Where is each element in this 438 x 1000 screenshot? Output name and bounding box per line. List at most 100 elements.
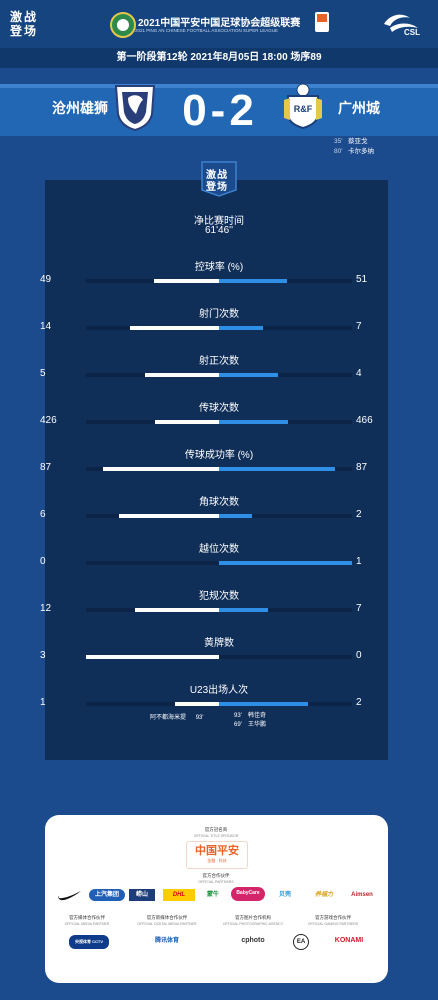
gaming-partner-label-cn: 官方游戏合作伙伴: [315, 915, 351, 920]
partner-logo-dhl: DHL: [163, 889, 195, 901]
stat-label: 越位次数: [199, 544, 239, 555]
stat-label: 射门次数: [199, 309, 239, 320]
home-team-crest-icon: [114, 85, 156, 132]
away-stat-value: 7: [356, 321, 362, 332]
title-sponsor-name: 中国平安: [195, 845, 239, 857]
away-stat-bar: [219, 514, 252, 518]
digital-partner-label-en: OFFICIAL DIGITAL MEDIA PARTNER: [137, 922, 197, 926]
home-stat-value: 12: [40, 603, 52, 614]
away-team-name: 广州城: [338, 100, 380, 116]
panel-logo-icon: [201, 161, 237, 197]
u23-player-minute: 93': [234, 713, 242, 719]
home-stat-bar: [135, 608, 219, 612]
scorer-minute: 35': [334, 138, 343, 145]
konami-logo: KONAMI: [334, 937, 364, 944]
stat-label: 传球成功率 (%): [184, 450, 254, 461]
away-stat-value: 87: [356, 462, 368, 473]
home-stat-value: 49: [40, 274, 52, 285]
home-stat-value: 0: [40, 556, 46, 567]
scorer-name: 卡尔多纳: [348, 148, 374, 155]
stat-label: 黄牌数: [204, 638, 234, 649]
away-stat-value: 4: [356, 368, 362, 379]
partners-label-cn: 官方合作伙伴: [202, 873, 230, 878]
title-sponsor-label-en: OFFICIAL TITLE SPONSOR: [193, 834, 239, 838]
scorer-row: 80' 卡尔多纳: [334, 147, 374, 157]
cphoto-logo: cphoto: [241, 937, 265, 944]
away-stat-value: 1: [356, 556, 362, 567]
gaming-partner-label-en: OFFICIAL GAMING PARTNERS: [307, 922, 359, 926]
u23-home-list: 阿不都海米提 93': [150, 714, 204, 723]
partners-label-en: OFFICIAL PARTNERS: [198, 880, 234, 884]
u23-player-minute: 69': [234, 722, 242, 728]
home-stat-bar: [175, 702, 219, 706]
away-stat-value: 466: [356, 415, 373, 426]
tencent-sports-logo: 腾讯体育: [154, 938, 179, 944]
away-stat-bar: [219, 326, 263, 330]
home-stat-bar: [103, 467, 219, 471]
sponsor-badge-icon: [315, 12, 329, 32]
home-stat-bar: [155, 420, 219, 424]
league-subtitle: 2021 PING AN CHINESE FOOTBALL ASSOCIATIO…: [135, 28, 279, 33]
digital-partner-label-cn: 官方新媒体合作伙伴: [146, 915, 188, 920]
home-stat-bar: [119, 514, 219, 518]
cfa-badge-icon: [110, 12, 136, 38]
away-stat-value: 0: [356, 650, 362, 661]
scorer-minute: 80': [334, 148, 343, 155]
away-stat-value: 51: [356, 274, 368, 285]
stat-label: 角球次数: [199, 497, 239, 508]
home-stat-value: 6: [40, 509, 46, 520]
u23-player-minute: 93': [195, 715, 204, 721]
away-stat-value: 2: [356, 509, 362, 520]
home-team-name: 沧州雄狮: [52, 100, 108, 116]
away-stat-bar: [219, 279, 287, 283]
u23-player-name: 阿不都海米提: [150, 715, 187, 721]
csl-text: CSL: [404, 28, 420, 37]
brand-logo: 激战 登场: [10, 10, 54, 40]
title-sponsor-logo: 中国平安 金融 · 科技: [186, 841, 248, 869]
u23-player-row: 69' 王华鹏: [234, 721, 266, 730]
match-score: 0-2: [182, 86, 258, 135]
partner-logo-saic: 上汽集团: [89, 889, 125, 901]
away-stat-bar: [219, 561, 352, 565]
partner-logo-yangfuli: 养福力: [314, 892, 333, 898]
photo-agency-label: 官方图片合作机构 OFFICIAL PHOTOGRAPHIC AGENCY: [203, 915, 303, 927]
media-partner-label-cn: 官方媒体合作伙伴: [69, 915, 105, 920]
score-band: [0, 84, 438, 136]
u23-player-name: 王华鹏: [248, 722, 267, 728]
photo-agency-label-cn: 官方图片合作机构: [235, 915, 271, 920]
home-stat-value: 3: [40, 650, 46, 661]
partner-logo-mengniu: 蒙牛: [206, 892, 219, 898]
partners-label: 官方合作伙伴 OFFICIAL PARTNERS: [166, 873, 266, 885]
home-stat-bar: [130, 326, 219, 330]
media-partner-label-en: OFFICIAL MEDIA PARTNER: [64, 922, 110, 926]
partner-logo-aimsen: Aimsen: [351, 892, 373, 898]
away-stat-value: 7: [356, 603, 362, 614]
gaming-partner-label: 官方游戏合作伙伴 OFFICIAL GAMING PARTNERS: [283, 915, 383, 927]
match-info: 第一阶段第12轮 2021年8月05日 18:00 场序89: [0, 48, 438, 68]
header: 激战 登场 2021中国平安中国足球协会超级联赛 2021 PING AN CH…: [0, 0, 438, 48]
home-stat-value: 1: [40, 697, 46, 708]
league-title: 2021中国平安中国足球协会超级联赛: [138, 18, 301, 29]
away-scorers: 35' 蔡亚戈 80' 卡尔多纳: [334, 137, 374, 157]
stat-bar-track: [86, 655, 352, 659]
home-stat-bar: [145, 373, 219, 377]
panel-logo-text: 激战 登场: [206, 170, 228, 193]
partner-logo-beike: 贝壳: [278, 892, 291, 898]
away-stat-bar: [219, 373, 278, 377]
media-partner-label: 官方媒体合作伙伴 OFFICIAL MEDIA PARTNER: [37, 915, 137, 927]
u23-player-name: 韩佳奇: [248, 713, 267, 719]
home-stat-value: 426: [40, 415, 57, 426]
brand-logo-text: 激战 登场: [10, 10, 39, 38]
away-stat-bar: [219, 467, 335, 471]
partner-logo-laoshan: 崂山: [129, 889, 155, 901]
stat-label: 犯规次数: [199, 591, 239, 602]
sponsors-card: 官方冠名商 OFFICIAL TITLE SPONSOR 中国平安 金融 · 科…: [45, 815, 388, 983]
title-sponsor-label: 官方冠名商 OFFICIAL TITLE SPONSOR: [166, 827, 266, 839]
away-stat-bar: [219, 420, 288, 424]
away-team-crest-icon: [284, 83, 322, 130]
stat-label: 传球次数: [199, 403, 239, 414]
away-crest-label: R&F: [293, 104, 313, 114]
photo-agency-label-en: OFFICIAL PHOTOGRAPHIC AGENCY: [222, 922, 284, 926]
digital-partner-label: 官方新媒体合作伙伴 OFFICIAL DIGITAL MEDIA PARTNER: [117, 915, 217, 927]
nike-logo-icon: [58, 891, 81, 901]
